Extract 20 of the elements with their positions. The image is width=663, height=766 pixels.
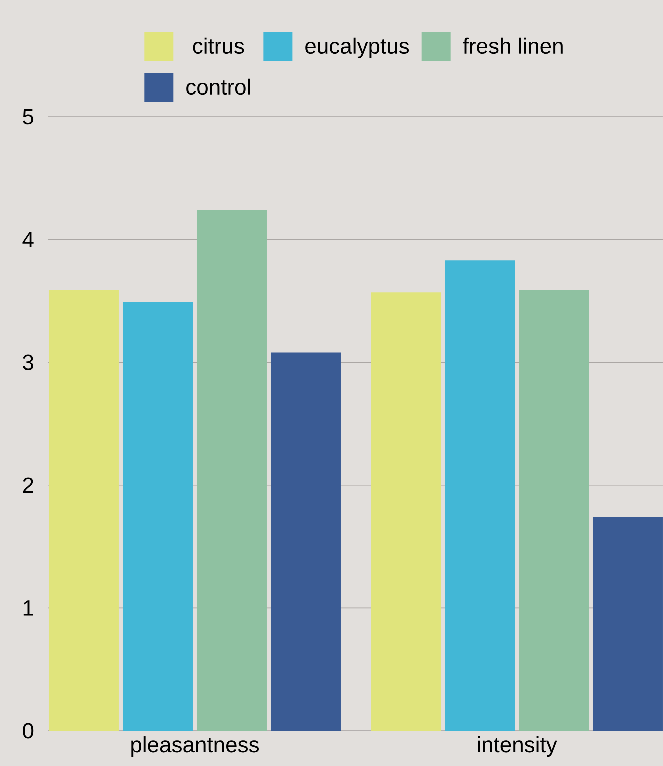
legend-label: fresh linen	[463, 38, 563, 54]
y-tick-label: 4	[22, 232, 34, 248]
x-tick-label: intensity	[478, 736, 558, 758]
bar	[371, 292, 441, 731]
bar	[519, 290, 589, 731]
legend-label: eucalyptus	[306, 38, 410, 58]
bar	[196, 210, 267, 731]
bar	[270, 352, 341, 731]
bar	[592, 517, 663, 731]
bar	[122, 302, 193, 731]
x-tick-label: pleasantness	[132, 736, 259, 758]
legend-label: citrus	[193, 38, 244, 54]
bar	[445, 260, 515, 731]
y-tick-label: 5	[23, 109, 34, 125]
bar	[48, 290, 119, 731]
legend-label: control	[186, 78, 250, 96]
y-tick-label: 2	[23, 478, 34, 494]
y-tick-label: 3	[23, 354, 34, 370]
y-tick-label: 0	[23, 723, 34, 739]
y-tick-label: 1	[24, 600, 34, 616]
